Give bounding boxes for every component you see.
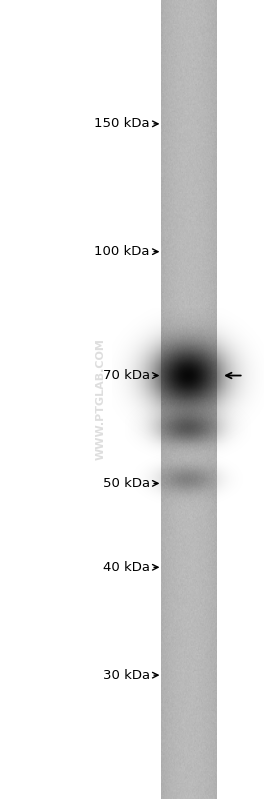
Text: 50 kDa: 50 kDa (103, 477, 150, 490)
Text: 150 kDa: 150 kDa (94, 117, 150, 130)
Text: 70 kDa: 70 kDa (103, 369, 150, 382)
Text: WWW.PTGLAB.COM: WWW.PTGLAB.COM (96, 339, 106, 460)
Text: 100 kDa: 100 kDa (94, 245, 150, 258)
Text: 40 kDa: 40 kDa (103, 561, 150, 574)
Text: 30 kDa: 30 kDa (103, 669, 150, 682)
